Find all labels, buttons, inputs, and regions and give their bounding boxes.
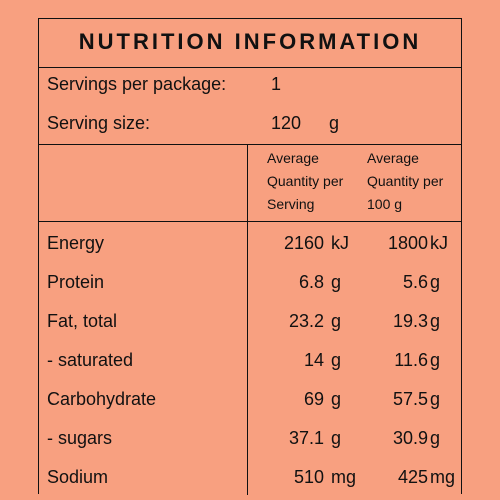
nutrient-row: Protein 6.8 g 5.6 g	[39, 267, 461, 297]
panel-title: NUTRITION INFORMATION	[78, 29, 422, 54]
per-100g-value: 57.5	[392, 389, 428, 409]
per-serving-value: 2160	[283, 233, 324, 253]
nutrition-panel: NUTRITION INFORMATION Servings per packa…	[38, 18, 462, 495]
per-100g-header-line-1: Average	[367, 150, 419, 166]
per-serving-unit: mg	[331, 467, 357, 487]
nutrient-row: Energy 2160 kJ 1800 kJ	[39, 228, 461, 258]
column-divider	[247, 144, 248, 495]
per-100g-unit: g	[430, 272, 441, 292]
per-serving-unit: g	[331, 350, 342, 370]
nutrient-row: - saturated 14 g 11.6 g	[39, 345, 461, 375]
per-serving-value: 69	[303, 389, 324, 409]
per-serving-header-line-3: Serving	[267, 196, 315, 212]
per-100g-value: 425	[397, 467, 428, 487]
serving-size-value: 120	[271, 113, 302, 133]
servings-per-package-value: 1	[271, 74, 282, 94]
per-100g-unit: g	[430, 389, 441, 409]
per-serving-value: 14	[303, 350, 324, 370]
per-100g-unit: mg	[430, 467, 456, 487]
nutrient-row: Fat, total 23.2 g 19.3 g	[39, 306, 461, 336]
per-serving-unit: g	[331, 272, 342, 292]
per-100g-header-line-3: 100 g	[367, 196, 403, 212]
nutrient-name: Energy	[47, 233, 105, 253]
nutrient-name: Protein	[47, 272, 105, 292]
nutrient-name: Carbohydrate	[47, 389, 157, 409]
per-serving-unit: g	[331, 311, 342, 331]
title-divider	[39, 67, 461, 68]
per-serving-unit: g	[331, 389, 342, 409]
per-serving-value: 23.2	[288, 311, 324, 331]
serving-size-row: Serving size: 120 g	[39, 108, 461, 138]
per-serving-value: 37.1	[288, 428, 324, 448]
per-serving-value: 6.8	[298, 272, 324, 292]
servings-per-package-label: Servings per package:	[47, 74, 227, 94]
per-100g-value: 19.3	[392, 311, 428, 331]
serving-size-unit: g	[329, 113, 340, 133]
per-100g-unit: g	[430, 311, 441, 331]
nutrient-row: - sugars 37.1 g 30.9 g	[39, 423, 461, 453]
nutrient-name: Fat, total	[47, 311, 118, 331]
body-divider	[39, 221, 461, 222]
servings-per-package-row: Servings per package: 1	[39, 69, 461, 99]
per-100g-unit: kJ	[430, 233, 448, 253]
nutrient-name: - saturated	[47, 350, 134, 370]
per-serving-unit: g	[331, 428, 342, 448]
per-100g-value: 1800	[387, 233, 428, 253]
per-serving-header-line-2: Quantity per	[267, 173, 344, 189]
per-serving-header-line-1: Average	[267, 150, 319, 166]
per-100g-value: 30.9	[392, 428, 428, 448]
per-100g-unit: g	[430, 350, 441, 370]
per-100g-unit: g	[430, 428, 441, 448]
nutrient-row: Carbohydrate 69 g 57.5 g	[39, 384, 461, 414]
per-100g-value: 11.6	[394, 350, 428, 370]
per-100g-header-line-2: Quantity per	[367, 173, 444, 189]
serving-size-label: Serving size:	[47, 113, 151, 133]
nutrient-name: - sugars	[47, 428, 113, 448]
nutrient-row: Sodium 510 mg 425 mg	[39, 462, 461, 492]
per-serving-unit: kJ	[331, 233, 349, 253]
nutrient-name: Sodium	[47, 467, 109, 487]
header-divider	[39, 144, 461, 145]
per-serving-value: 510	[293, 467, 324, 487]
per-100g-value: 5.6	[402, 272, 428, 292]
